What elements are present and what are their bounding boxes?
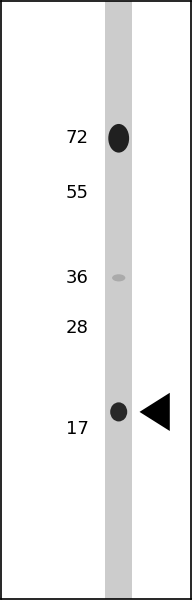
Ellipse shape: [112, 274, 125, 281]
Text: 55: 55: [65, 184, 89, 202]
Ellipse shape: [108, 124, 129, 152]
Bar: [105, 1, 132, 599]
Ellipse shape: [110, 403, 127, 421]
Text: 72: 72: [65, 129, 89, 147]
Text: 36: 36: [65, 269, 89, 287]
Text: 28: 28: [65, 319, 89, 337]
Text: 17: 17: [65, 420, 89, 438]
Polygon shape: [140, 393, 170, 431]
